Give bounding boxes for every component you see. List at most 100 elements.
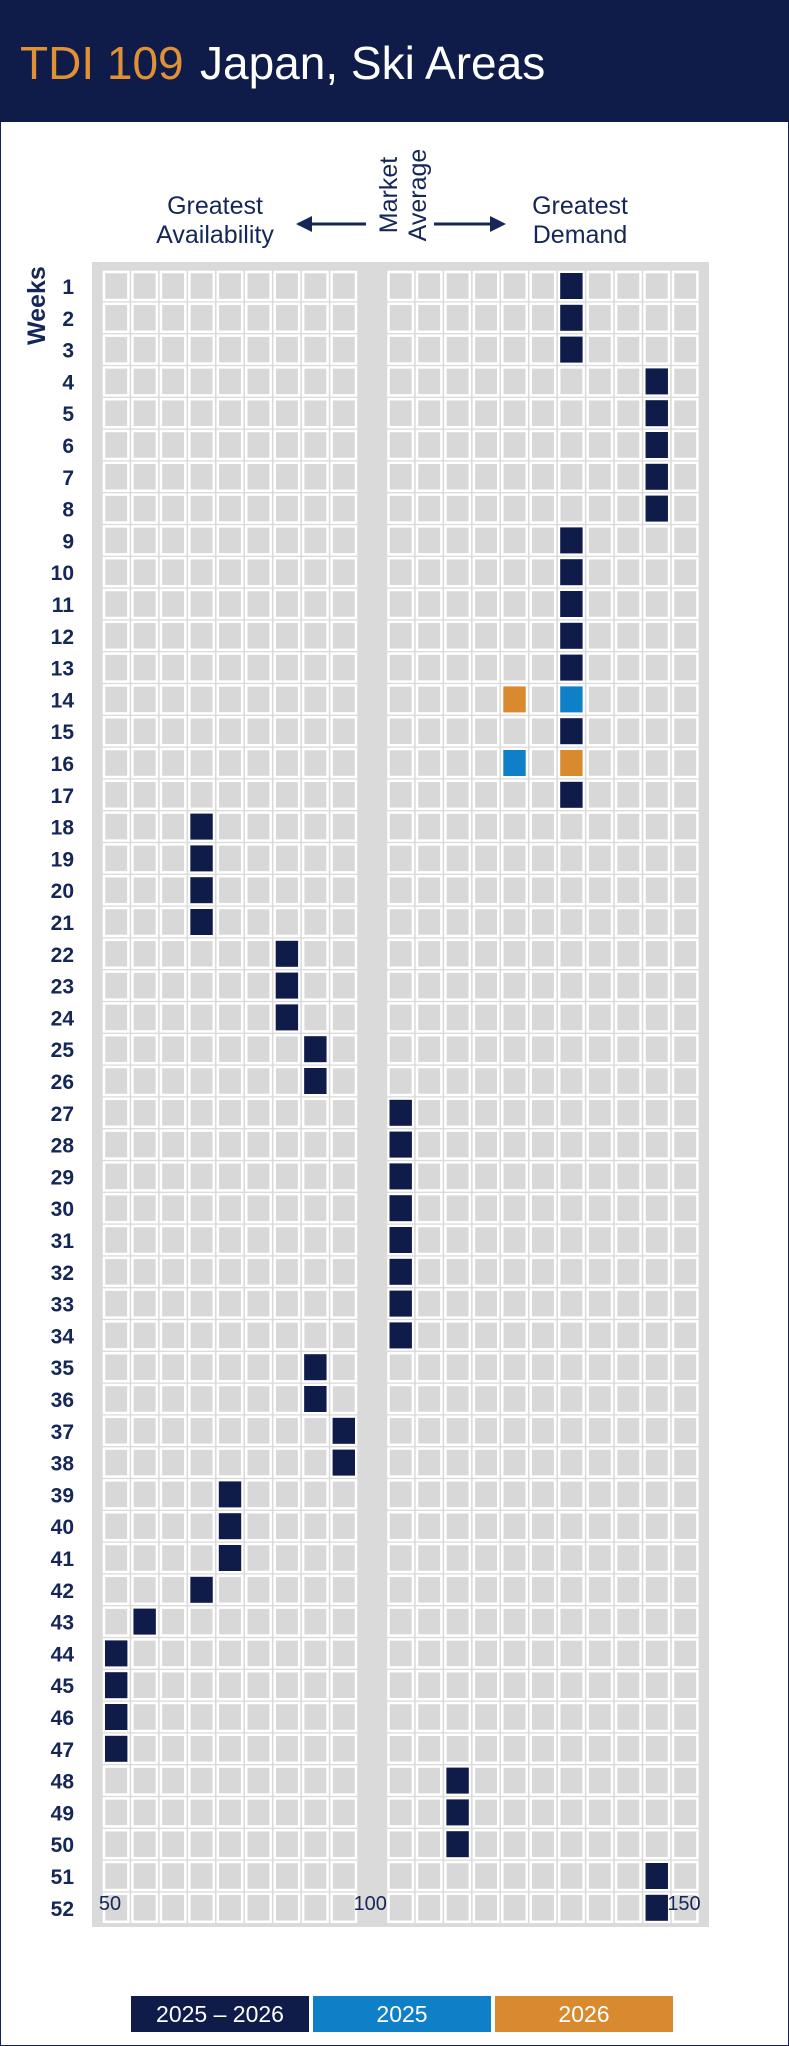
grid-cell (301, 1733, 329, 1765)
grid-cell (216, 1129, 244, 1160)
grid-cell (245, 461, 272, 493)
grid-cell (671, 1129, 699, 1160)
grid-cell (643, 652, 671, 683)
week-tick-label: 28 (51, 1135, 75, 1158)
grid-cell (586, 1542, 614, 1574)
grid-cell (245, 334, 272, 365)
grid-cell (273, 1797, 301, 1828)
grid-cell (557, 1765, 585, 1796)
week-tick-label: 40 (51, 1516, 74, 1539)
grid-cell (671, 747, 699, 779)
grid-cell (415, 1669, 443, 1701)
grid-cell (360, 1544, 385, 1572)
grid-cell (159, 1828, 187, 1860)
data-mark-2025-2026 (218, 1513, 242, 1540)
grid-cell (102, 1320, 130, 1351)
grid-cell (501, 1192, 528, 1224)
grid-cell (131, 1701, 159, 1733)
grid-cell (159, 1033, 187, 1065)
grid-cell (643, 334, 671, 365)
grid-cell (387, 938, 415, 970)
grid-cell (501, 1415, 528, 1447)
grid-cell (301, 1224, 329, 1256)
grid-cell (472, 302, 500, 334)
grid-cell (301, 302, 329, 334)
grid-cell (643, 1606, 671, 1637)
grid-cell (671, 811, 699, 842)
grid-cell (188, 1860, 216, 1892)
grid-cell (216, 1415, 244, 1447)
grid-cell (387, 811, 415, 842)
grid-cell (586, 906, 614, 938)
grid-cell (472, 715, 500, 747)
grid-cell (643, 684, 671, 715)
grid-cell (301, 938, 329, 970)
week-tick-label: 33 (51, 1294, 74, 1317)
grid-cell (159, 1383, 187, 1415)
grid-cell (387, 906, 415, 938)
grid-cell (444, 811, 472, 842)
grid-cell (643, 620, 671, 652)
grid-cell (360, 494, 385, 523)
week-tick-label: 16 (51, 753, 74, 776)
grid-cell (501, 1224, 528, 1256)
week-tick-label: 19 (51, 848, 74, 871)
grid-cell (131, 1097, 159, 1129)
grid-cell (159, 1701, 187, 1733)
grid-cell (472, 1733, 500, 1765)
grid-cell (301, 1161, 329, 1192)
week-tick-label: 46 (51, 1707, 74, 1730)
week-tick-label: 13 (51, 658, 74, 681)
grid-cell (273, 1828, 301, 1860)
grid-cell (188, 588, 216, 620)
grid-cell (273, 1320, 301, 1351)
data-mark-2025-2026 (218, 1545, 242, 1571)
data-mark-2025 (560, 686, 583, 713)
grid-cell (671, 1415, 699, 1447)
grid-cell (643, 1033, 671, 1065)
grid-cell (671, 1033, 699, 1065)
grid-cell (273, 1161, 301, 1192)
grid-cell (643, 811, 671, 842)
grid-cell (472, 1288, 500, 1319)
data-mark-2025-2026 (105, 1672, 128, 1699)
grid-cell (444, 1033, 472, 1065)
grid-cell (360, 1798, 385, 1827)
grid-cell (529, 1892, 557, 1924)
grid-cell (501, 1161, 528, 1192)
grid-cell (245, 874, 272, 906)
grid-cell (415, 970, 443, 1001)
grid-cell (273, 1447, 301, 1478)
grid-cell (387, 1669, 415, 1701)
grid-cell (360, 1671, 385, 1700)
grid-cell (529, 1383, 557, 1415)
grid-cell (102, 779, 130, 811)
grid-cell (614, 747, 642, 779)
grid-cell (529, 1224, 557, 1256)
grid-cell (131, 1797, 159, 1828)
grid-cell (273, 1383, 301, 1415)
data-mark-2025-2026 (190, 1576, 213, 1603)
grid-cell (586, 1097, 614, 1129)
grid-cell (472, 684, 500, 715)
grid-cell (273, 1606, 301, 1637)
grid-cell (444, 270, 472, 302)
grid-cell (586, 1638, 614, 1669)
grid-cell (131, 1828, 159, 1860)
grid-cell (301, 652, 329, 683)
grid-cell (301, 811, 329, 842)
week-tick-label: 41 (51, 1548, 75, 1571)
grid-cell (131, 1542, 159, 1574)
grid-cell (501, 1828, 528, 1860)
grid-cell (501, 1447, 528, 1478)
grid-cell (671, 970, 699, 1001)
grid-cell (529, 874, 557, 906)
grid-cell (444, 684, 472, 715)
grid-cell (671, 779, 699, 811)
grid-cell (159, 1192, 187, 1224)
grid-cell (188, 1828, 216, 1860)
grid-cell (415, 1638, 443, 1669)
data-mark-2025-2026 (332, 1417, 355, 1444)
grid-cell (529, 366, 557, 397)
grid-cell (131, 1447, 159, 1478)
